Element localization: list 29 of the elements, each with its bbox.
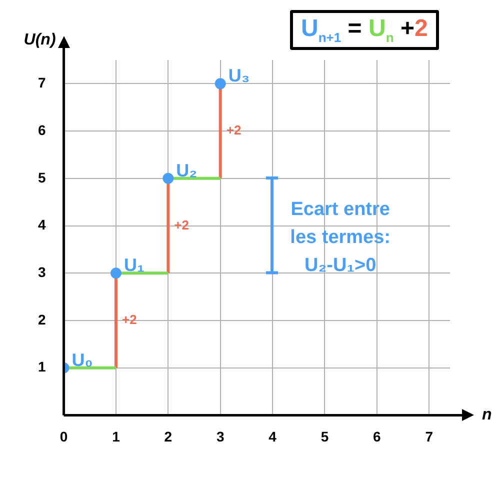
x-tick-label: 7 — [425, 428, 434, 444]
annotation: Ecart entre les termes: U₂-U₁>0 — [290, 198, 391, 276]
x-tick-label: 2 — [164, 428, 172, 444]
x-axis-title: n — [482, 406, 492, 424]
x-tick-label: 3 — [216, 428, 224, 444]
y-tick-label: 7 — [38, 74, 46, 91]
y-tick-label: 2 — [38, 311, 46, 328]
x-tick-label: 5 — [320, 428, 329, 444]
y-axis-title: U(n) — [24, 31, 56, 48]
data-label: U₃ — [228, 66, 250, 86]
point — [110, 268, 122, 279]
x-tick-label: 1 — [112, 428, 120, 444]
x-tick-label: 4 — [268, 428, 277, 444]
y-tick-label: 1 — [38, 358, 46, 375]
x-tick-label: 6 — [373, 428, 382, 444]
data-label: U₀ — [72, 350, 93, 370]
data-label: U₁ — [124, 255, 144, 276]
y-tick-label: 6 — [38, 122, 46, 138]
y-tick-label: 3 — [38, 264, 46, 280]
y-tick-label: 4 — [38, 216, 46, 233]
point — [162, 172, 174, 184]
annotation: +2 — [226, 122, 242, 138]
data-label: U₂ — [176, 160, 198, 180]
annotation: +2 — [174, 217, 189, 232]
x-tick-label: 0 — [60, 428, 68, 444]
chart-title: U$_{n+1}$ = U$_{n}$ +2 — [301, 15, 428, 45]
y-tick-label: 5 — [38, 169, 46, 186]
annotation: +2 — [122, 312, 137, 328]
point — [214, 78, 226, 90]
